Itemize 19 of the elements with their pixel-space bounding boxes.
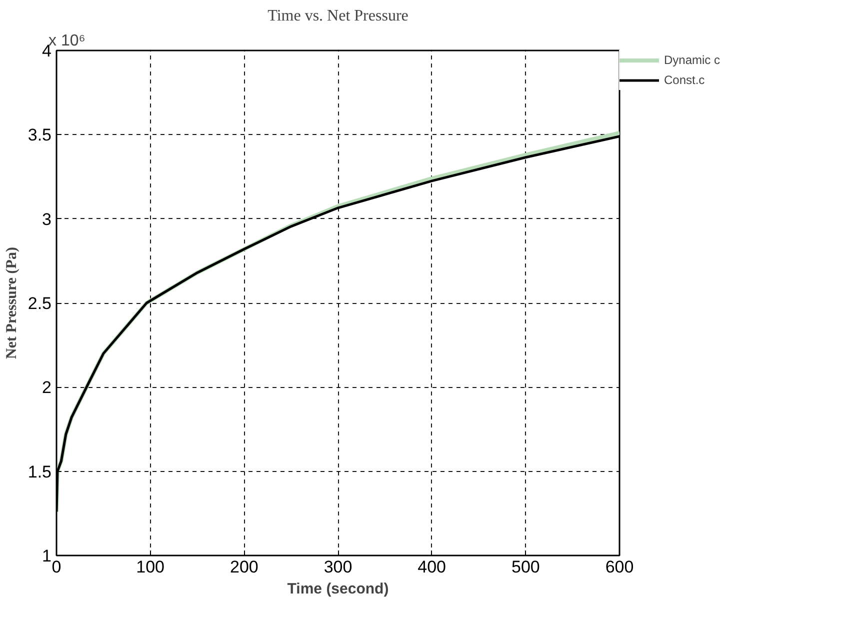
chart-title: Time vs. Net Pressure <box>268 8 408 24</box>
y-tick-label: 1 <box>42 546 52 566</box>
text: x 10⁶ <box>48 32 86 50</box>
y-tick-label: 3.5 <box>28 126 52 145</box>
x-tick-label: 500 <box>511 558 540 576</box>
y-tick-label: 1.5 <box>28 462 52 482</box>
x-axis-title: Time (second) <box>287 580 389 598</box>
legend-label: Const.c <box>664 73 705 87</box>
x-tick-label: 0 <box>52 558 62 576</box>
legend-label: Dynamic c <box>664 53 720 67</box>
y-tick-label: 3 <box>42 210 52 229</box>
x-tick-label: 400 <box>418 558 446 576</box>
x-tick-label: 600 <box>605 558 634 576</box>
y-axis-title: Net Pressure (Pa) <box>4 247 20 359</box>
y-tick-label: 2.5 <box>28 294 52 313</box>
x-tick-label: 200 <box>230 558 258 576</box>
x-tick-label: 100 <box>136 558 165 576</box>
x-tick-label: 300 <box>324 558 352 576</box>
y-tick-label: 2 <box>42 378 52 398</box>
